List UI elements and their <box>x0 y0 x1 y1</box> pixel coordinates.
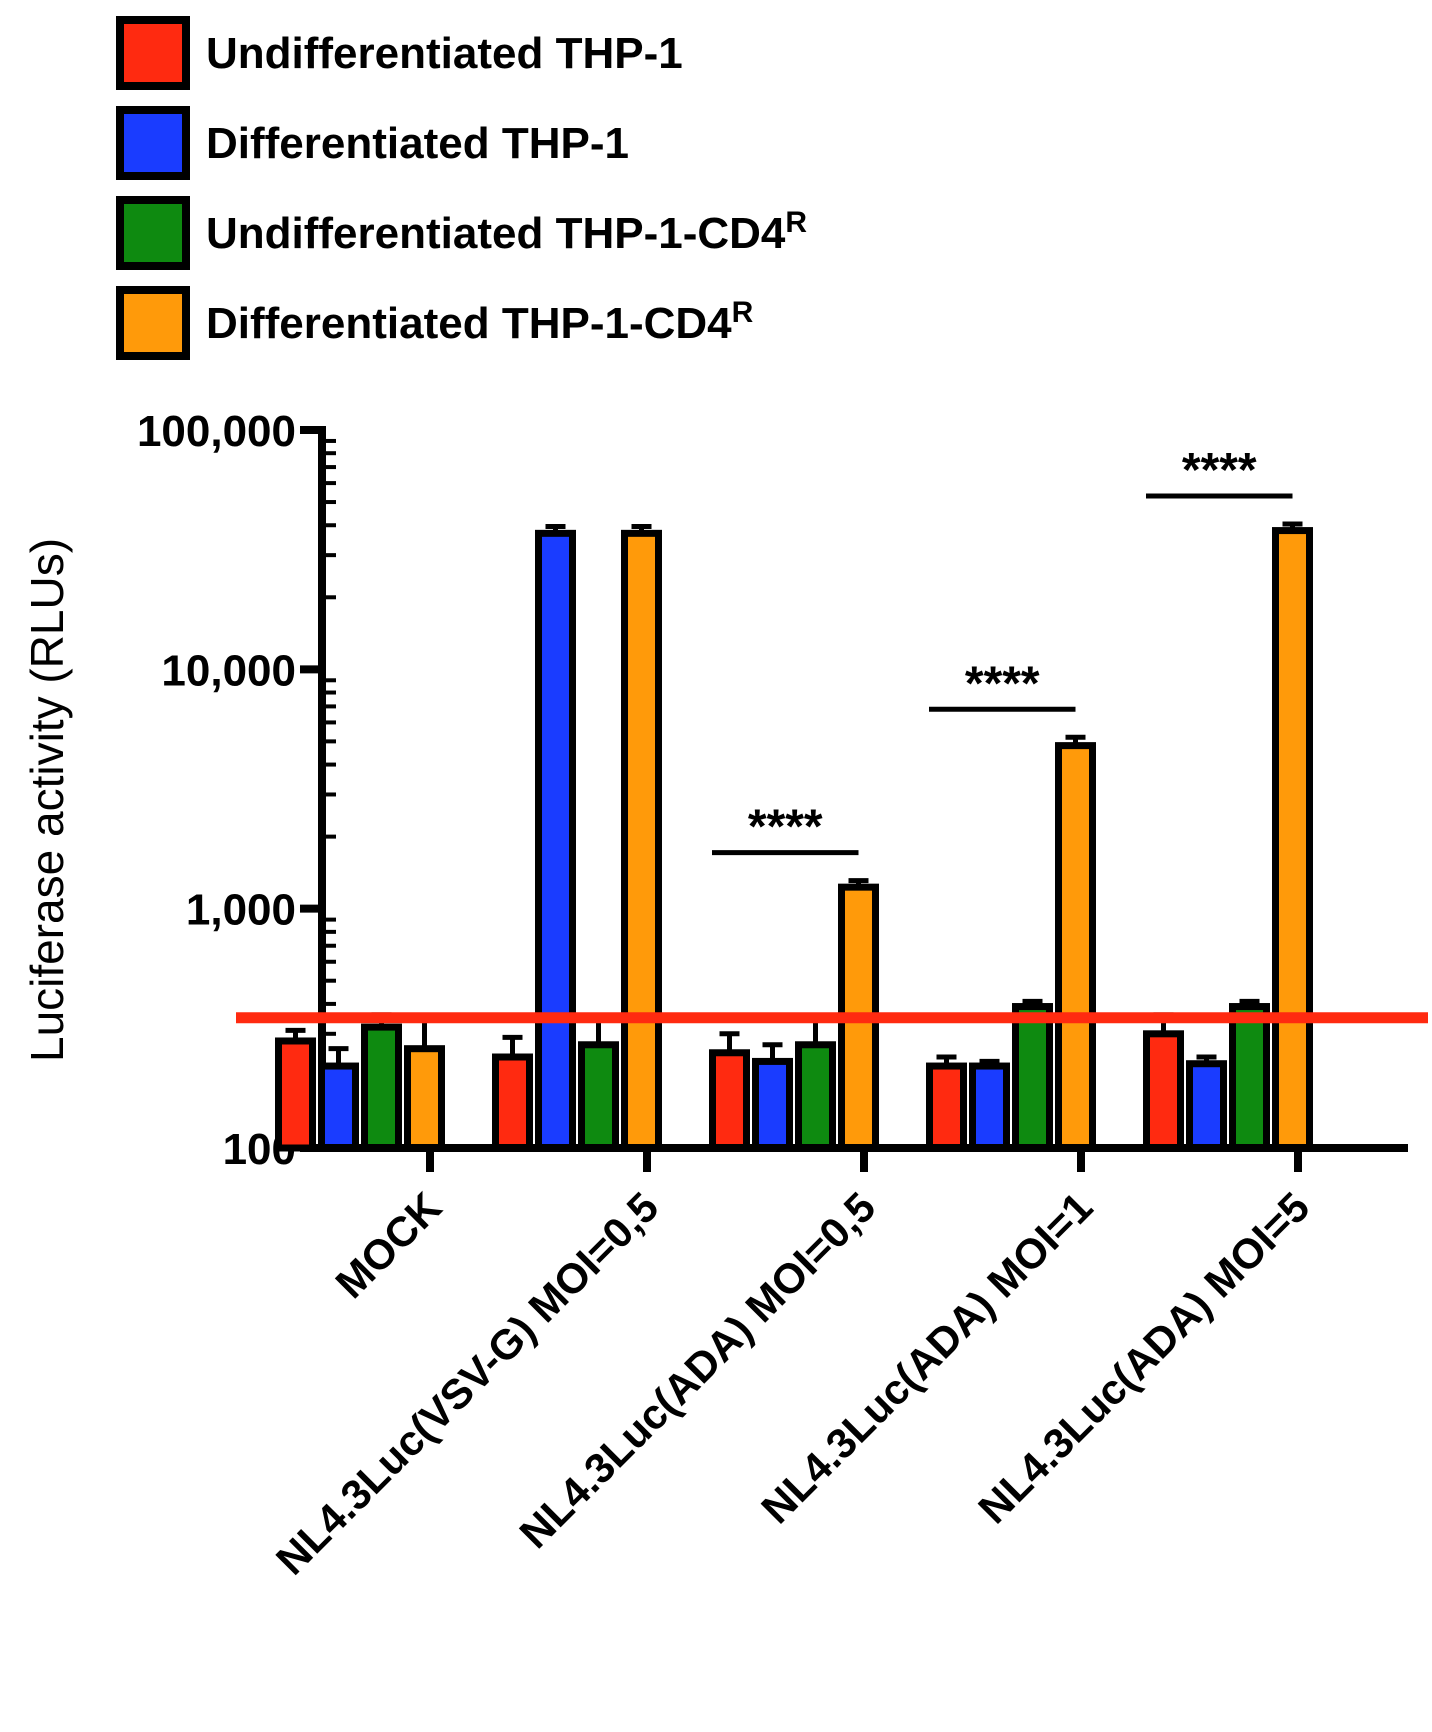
legend-swatch-1 <box>116 106 190 180</box>
bar-1-0 <box>492 1053 533 1152</box>
legend-swatch-3 <box>116 286 190 360</box>
bar-3-3 <box>1055 742 1096 1152</box>
bar-3-1 <box>969 1062 1010 1152</box>
bar-4-0 <box>1143 1030 1184 1152</box>
bar-4-1 <box>1186 1060 1227 1152</box>
y-tick-label-3: 100,000 <box>137 407 296 456</box>
bar-1-3 <box>621 529 662 1152</box>
legend-label-text-1: Differentiated THP-1 <box>206 119 629 168</box>
significance-stars-0: **** <box>748 801 823 854</box>
bar-1-2 <box>578 1041 619 1152</box>
bar-4-3 <box>1272 527 1313 1152</box>
bar-0-1 <box>318 1062 359 1152</box>
x-category-label-2: NL4.3Luc(ADA) MOI=0,5 <box>510 1183 884 1557</box>
legend-label-text-3: Differentiated THP-1-CD4 <box>206 299 732 348</box>
bar-0-0 <box>275 1037 316 1152</box>
bar-0-3 <box>404 1045 445 1152</box>
legend-label-text-0: Undifferentiated THP-1 <box>206 29 683 78</box>
y-tick-label-2: 10,000 <box>161 646 296 695</box>
bar-3-0 <box>926 1062 967 1152</box>
legend-label-sup-2: R <box>785 206 807 239</box>
legend-label-1: Differentiated THP-1 <box>206 119 629 168</box>
legend-label-text-2: Undifferentiated THP-1-CD4 <box>206 209 786 258</box>
legend-swatch-2 <box>116 196 190 270</box>
bars <box>275 521 1313 1152</box>
bar-2-2 <box>795 1041 836 1152</box>
legend-label-3: Differentiated THP-1-CD4R <box>206 296 754 348</box>
bar-0-2 <box>361 1023 402 1152</box>
bar-4-2 <box>1229 1003 1270 1152</box>
y-tick-label-1: 1,000 <box>186 886 296 935</box>
legend: Undifferentiated THP-1 Differentiated THP… <box>116 16 807 360</box>
legend-label-2: Undifferentiated THP-1-CD4R <box>206 206 807 258</box>
bar-1-1 <box>535 529 576 1152</box>
y-axis-label: Luciferase activity (RLUs) <box>21 538 73 1062</box>
legend-label-0: Undifferentiated THP-1 <box>206 29 683 78</box>
bar-2-0 <box>709 1049 750 1152</box>
legend-swatch-0 <box>116 16 190 90</box>
bar-3-2 <box>1012 1003 1053 1152</box>
significance-stars-2: **** <box>1182 444 1257 497</box>
bar-2-1 <box>752 1057 793 1152</box>
significance-marks: **** **** **** <box>712 444 1293 856</box>
significance-stars-1: **** <box>965 657 1040 710</box>
x-category-label-1: NL4.3Luc(VSV-G) MOI=0,5 <box>267 1183 667 1583</box>
x-category-label-0: MOCK <box>326 1183 450 1307</box>
legend-label-sup-3: R <box>732 296 754 329</box>
